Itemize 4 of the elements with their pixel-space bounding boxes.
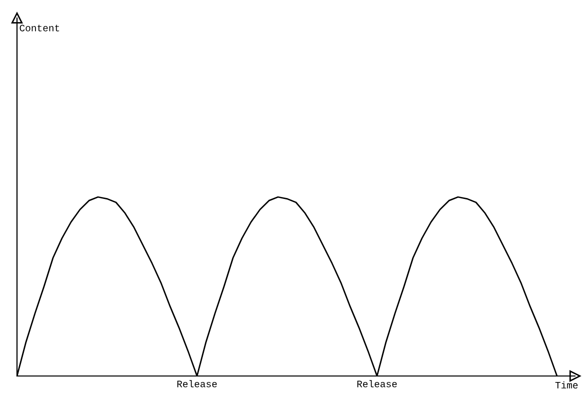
- x-axis-title: Time: [555, 381, 578, 389]
- x-tick-label: Release: [357, 380, 397, 388]
- x-tick-label: Release: [177, 380, 217, 388]
- text: Content: [20, 24, 60, 32]
